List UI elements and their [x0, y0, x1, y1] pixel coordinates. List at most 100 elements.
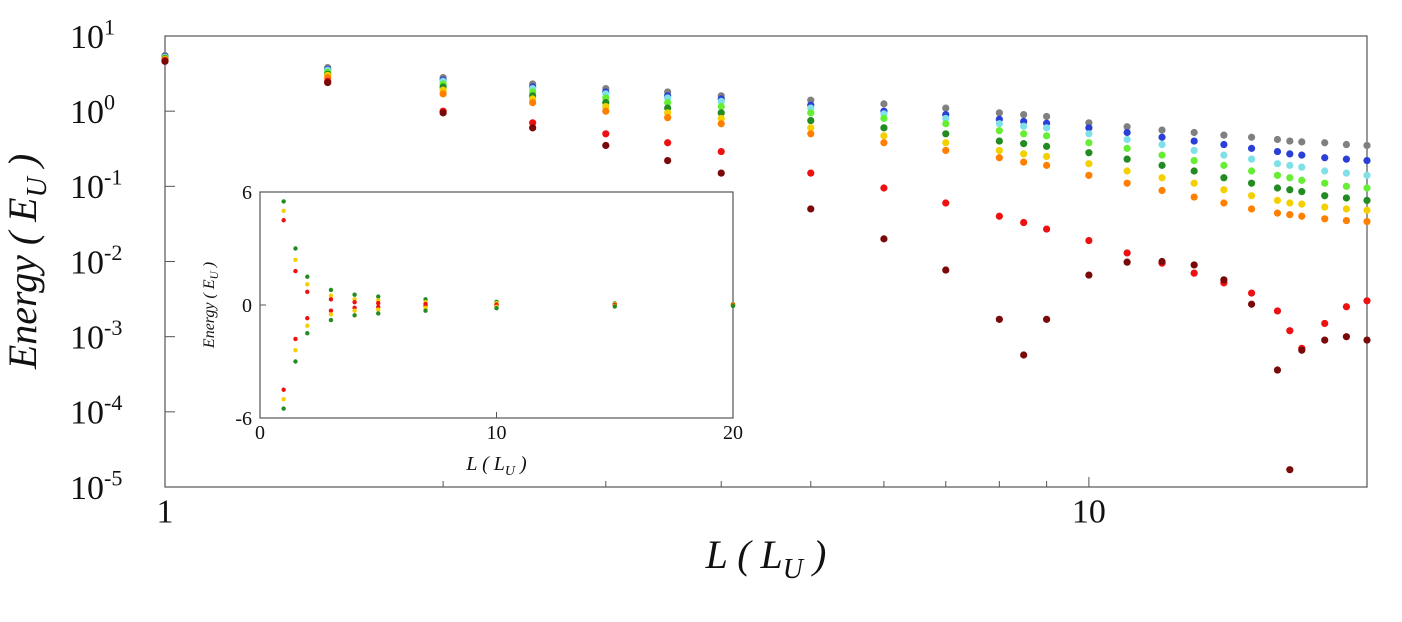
data-point: [1247, 144, 1256, 152]
data-point: [1273, 160, 1282, 168]
data-point: [942, 120, 950, 128]
data-point: [1190, 128, 1198, 137]
data-point: [1273, 147, 1282, 156]
data-point: [1286, 150, 1294, 158]
data-point: [602, 141, 610, 150]
data-point: [1363, 206, 1371, 214]
y-tick-base: 10: [70, 94, 104, 131]
data-point: [423, 308, 428, 313]
data-point: [328, 317, 334, 323]
data-point: [161, 57, 169, 65]
data-point: [1158, 186, 1166, 195]
data-point: [612, 304, 617, 309]
data-point: [1020, 130, 1028, 138]
data-point: [717, 114, 725, 123]
data-point: [1321, 139, 1329, 147]
data-point: [293, 348, 298, 353]
y-axis-label: Energy ( EU ): [201, 262, 221, 349]
y-axis-label-text: Energy ( E: [201, 279, 218, 349]
x-tick-label: 10: [487, 422, 507, 444]
data-point: [880, 124, 888, 132]
data-point: [1190, 146, 1198, 155]
y-tick-exp: -5: [104, 465, 122, 490]
data-point: [324, 78, 332, 87]
data-point: [602, 130, 610, 138]
data-point: [1247, 167, 1256, 175]
data-point: [1043, 142, 1051, 150]
data-point: [1286, 199, 1294, 207]
data-point: [293, 268, 298, 274]
data-point: [1123, 167, 1131, 175]
y-tick-label: 0: [242, 295, 252, 317]
data-point: [602, 107, 610, 115]
data-point: [1020, 351, 1028, 359]
data-point: [1043, 112, 1051, 121]
data-point: [1158, 126, 1166, 134]
data-point: [1085, 236, 1093, 245]
y-tick-label: 10-1: [70, 165, 122, 207]
y-axis-label: Energy ( EU ): [0, 154, 53, 370]
y-tick-base: 10: [70, 244, 104, 281]
y-tick-base: 10: [70, 169, 104, 206]
data-point: [1298, 200, 1306, 208]
y-tick-exp: 0: [104, 89, 115, 114]
data-point: [1298, 346, 1306, 354]
y-tick-base: 10: [70, 19, 104, 56]
data-point: [1043, 124, 1051, 132]
y-tick-label: 101: [70, 14, 115, 56]
data-point: [1123, 258, 1131, 266]
data-point: [664, 139, 672, 147]
data-point: [807, 116, 815, 125]
data-point: [1247, 133, 1256, 141]
data-point: [439, 109, 447, 117]
data-point: [1190, 261, 1198, 269]
y-axis-label-sub: U: [209, 270, 221, 279]
data-point: [1363, 184, 1371, 192]
y-tick-base: 10: [70, 395, 104, 432]
data-point: [717, 103, 725, 111]
y-tick-label: 6: [242, 182, 252, 204]
data-point: [1342, 217, 1351, 225]
data-point: [1020, 122, 1028, 130]
data-point: [293, 257, 298, 262]
data-point: [1286, 186, 1294, 194]
data-point: [807, 169, 815, 177]
data-point: [1220, 276, 1228, 284]
x-tick-label: 10: [1072, 494, 1106, 531]
data-point: [529, 124, 537, 132]
data-point: [1273, 135, 1282, 144]
data-point: [1286, 174, 1294, 182]
x-tick-label: 20: [723, 422, 743, 444]
data-point: [1273, 366, 1282, 374]
data-point: [305, 331, 310, 336]
data-point: [1363, 297, 1371, 305]
data-point: [1085, 119, 1093, 127]
data-point: [807, 205, 815, 213]
data-point: [1363, 141, 1371, 150]
data-point: [1342, 194, 1351, 202]
data-point: [1190, 156, 1198, 165]
data-point: [1085, 160, 1093, 168]
data-point: [1273, 209, 1282, 217]
data-point: [880, 132, 888, 140]
data-point: [328, 312, 334, 317]
data-point: [1020, 111, 1028, 119]
data-point: [880, 235, 888, 243]
data-point: [305, 289, 310, 295]
data-point: [293, 359, 298, 364]
data-point: [807, 109, 815, 117]
data-point: [1158, 140, 1166, 149]
x-tick-label: 1: [157, 494, 174, 531]
data-point: [807, 130, 815, 138]
data-point: [1342, 140, 1351, 149]
data-point: [995, 315, 1003, 323]
data-point: [1190, 193, 1198, 201]
data-point: [1085, 139, 1093, 147]
data-point: [664, 156, 672, 165]
data-point: [328, 308, 334, 313]
data-point: [1286, 211, 1294, 219]
data-point: [1123, 179, 1131, 187]
data-point: [529, 99, 537, 107]
data-point: [807, 124, 815, 132]
data-point: [376, 294, 381, 299]
